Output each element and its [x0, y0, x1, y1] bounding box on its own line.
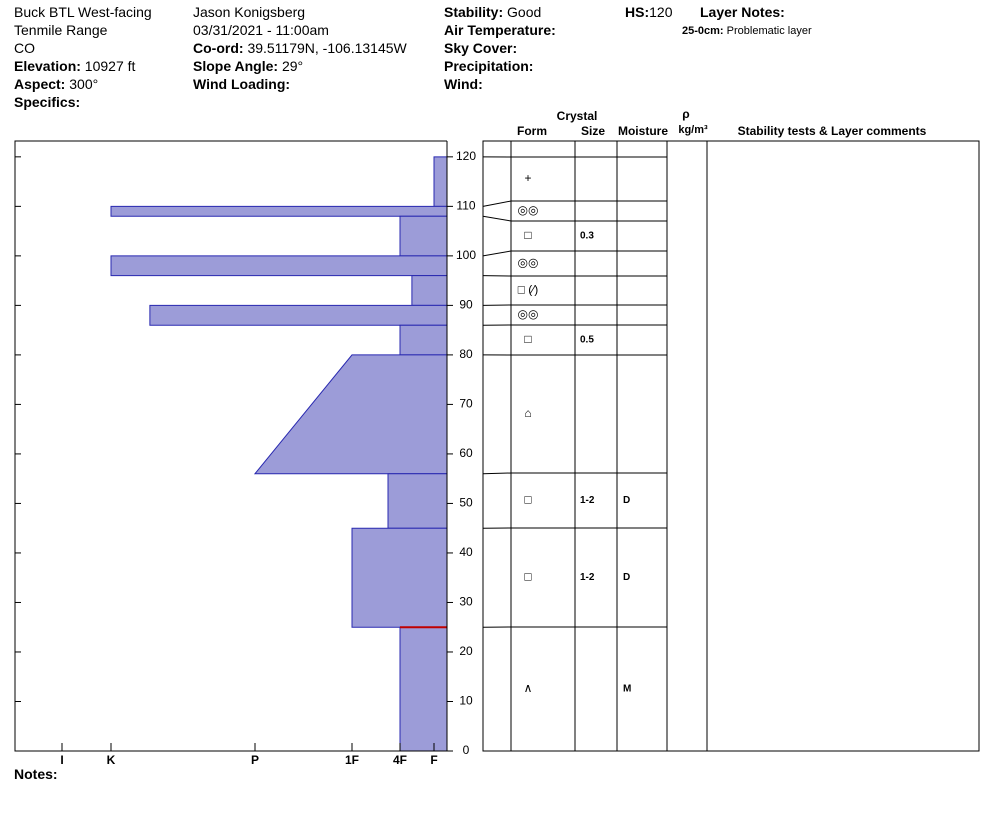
y-tick-label: 50	[459, 496, 473, 510]
x-tick-label: F	[430, 753, 437, 767]
state: CO	[14, 40, 35, 56]
moisture: M	[623, 684, 631, 695]
th-rho: ρ	[682, 107, 689, 121]
form: ◎◎	[518, 256, 539, 270]
hardness-layer	[253, 354, 448, 475]
y-tick-label: 110	[456, 199, 475, 213]
hardness-layer	[387, 473, 448, 529]
notes: Notes:	[14, 766, 58, 782]
label: HS:	[625, 4, 650, 20]
hardness-layer	[351, 527, 448, 628]
x-tick-label: P	[251, 753, 259, 767]
y-tick-label: 70	[459, 397, 473, 411]
hardness-layer	[149, 304, 448, 326]
y-tick-label: 20	[459, 644, 473, 658]
value: 300°	[69, 76, 99, 92]
th-comments: Stability tests & Layer comments	[738, 124, 927, 138]
stability: Stability: Good	[444, 4, 541, 20]
hardness-layer	[399, 324, 448, 356]
label: Aspect:	[14, 76, 66, 92]
hardness-layer	[433, 156, 448, 207]
form: ∧	[524, 681, 533, 695]
connector	[482, 215, 512, 222]
table-frame	[482, 140, 980, 752]
range: 25-0cm:	[682, 25, 724, 37]
aspect: Aspect: 300°	[14, 76, 98, 92]
site: Buck BTL West-facing	[14, 4, 152, 20]
y-tick-label: 10	[459, 694, 473, 708]
th-crystal: Crystal	[557, 109, 598, 123]
size: 0.5	[580, 335, 594, 346]
hardness-layer	[110, 255, 448, 277]
air-temp: Air Temperature:	[444, 22, 556, 38]
hs: HS:120	[625, 4, 672, 20]
hardness-layer	[110, 205, 448, 217]
y-tick-label: 90	[459, 298, 473, 312]
th-form: Form	[517, 124, 547, 138]
th-size: Size	[581, 124, 605, 138]
x-tick-label: 4F	[393, 753, 407, 767]
th-density: kg/m³	[678, 124, 708, 136]
connector	[482, 200, 512, 207]
label: Slope Angle:	[193, 58, 279, 74]
size: 1-2	[580, 572, 595, 583]
connector	[482, 250, 512, 257]
x-tick-label: 1F	[345, 753, 359, 767]
size: 0.3	[580, 231, 594, 242]
form: □	[524, 228, 531, 242]
value: 29°	[281, 58, 304, 74]
precip: Precipitation:	[444, 58, 534, 74]
form: □ (∕)	[518, 283, 539, 297]
observer: Jason Konigsberg	[193, 4, 306, 20]
wind-loading: Wind Loading:	[193, 76, 291, 92]
connector	[482, 472, 512, 475]
wind: Wind:	[444, 76, 483, 92]
value: 120	[649, 4, 673, 20]
moisture: D	[623, 572, 630, 583]
y-tick-label: 100	[456, 248, 476, 262]
layer-note: 25-0cm: Problematic layer	[682, 23, 812, 39]
size: 1-2	[580, 495, 595, 506]
coord: Co-ord: 39.51179N, -106.13145W	[193, 40, 407, 56]
value: Good	[507, 4, 542, 20]
hardness-layer	[411, 275, 448, 306]
value: 39.51179N, -106.13145W	[247, 40, 407, 56]
y-tick-label: 40	[459, 545, 473, 559]
y-tick-label: 80	[459, 347, 473, 361]
text: Problematic layer	[726, 25, 812, 37]
label: Stability:	[444, 4, 504, 20]
form: +	[524, 171, 531, 185]
y-tick-label: 30	[459, 595, 473, 609]
layer-notes: Layer Notes:	[700, 4, 785, 20]
hardness-layer	[399, 215, 448, 257]
x-tick-label: K	[107, 753, 116, 767]
specifics: Specifics:	[14, 94, 81, 110]
x-tick-label: I	[60, 753, 63, 767]
label: Co-ord:	[193, 40, 244, 56]
range: Tenmile Range	[14, 22, 108, 38]
form: ◎◎	[518, 307, 539, 321]
y-tick-label: 0	[463, 743, 470, 757]
form: □	[524, 332, 531, 346]
slope: Slope Angle: 29°	[193, 58, 303, 74]
hardness-layer	[399, 626, 448, 752]
sky: Sky Cover:	[444, 40, 518, 56]
y-tick-label: 120	[456, 149, 476, 163]
elevation: Elevation: 10927 ft	[14, 58, 135, 74]
form: ◎◎	[518, 203, 539, 217]
moisture: D	[623, 495, 630, 506]
form: □	[524, 570, 531, 584]
th-moisture: Moisture	[618, 124, 668, 138]
date: 03/31/2021 - 11:00am	[193, 22, 329, 38]
form: ⌂	[524, 406, 531, 420]
label: Elevation:	[14, 58, 81, 74]
form: □	[524, 493, 531, 507]
y-tick-label: 60	[459, 446, 473, 460]
value: 10927 ft	[84, 58, 136, 74]
